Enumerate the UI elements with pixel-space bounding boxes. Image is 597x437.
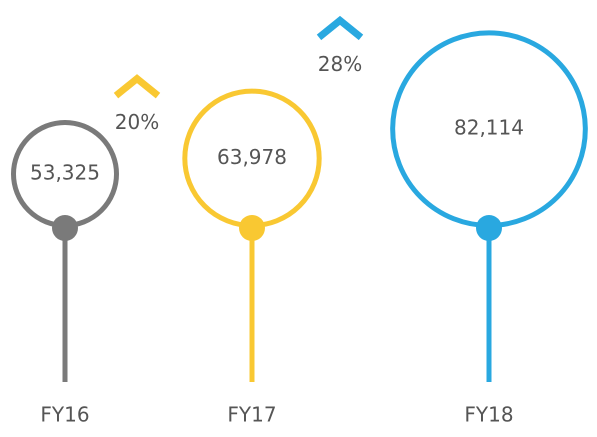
category-label: FY17 [227,403,276,427]
value-label: 82,114 [454,116,524,140]
growth-chevron [316,15,364,41]
value-label: 63,978 [217,145,287,169]
growth-label: 28% [318,52,362,76]
value-label: 53,325 [30,161,100,185]
growth-label: 20% [115,110,159,134]
growth-chevron [113,74,161,99]
dot [476,215,502,241]
category-label: FY18 [464,403,513,427]
dot [239,215,265,241]
category-label: FY16 [40,403,89,427]
dot [52,215,78,241]
